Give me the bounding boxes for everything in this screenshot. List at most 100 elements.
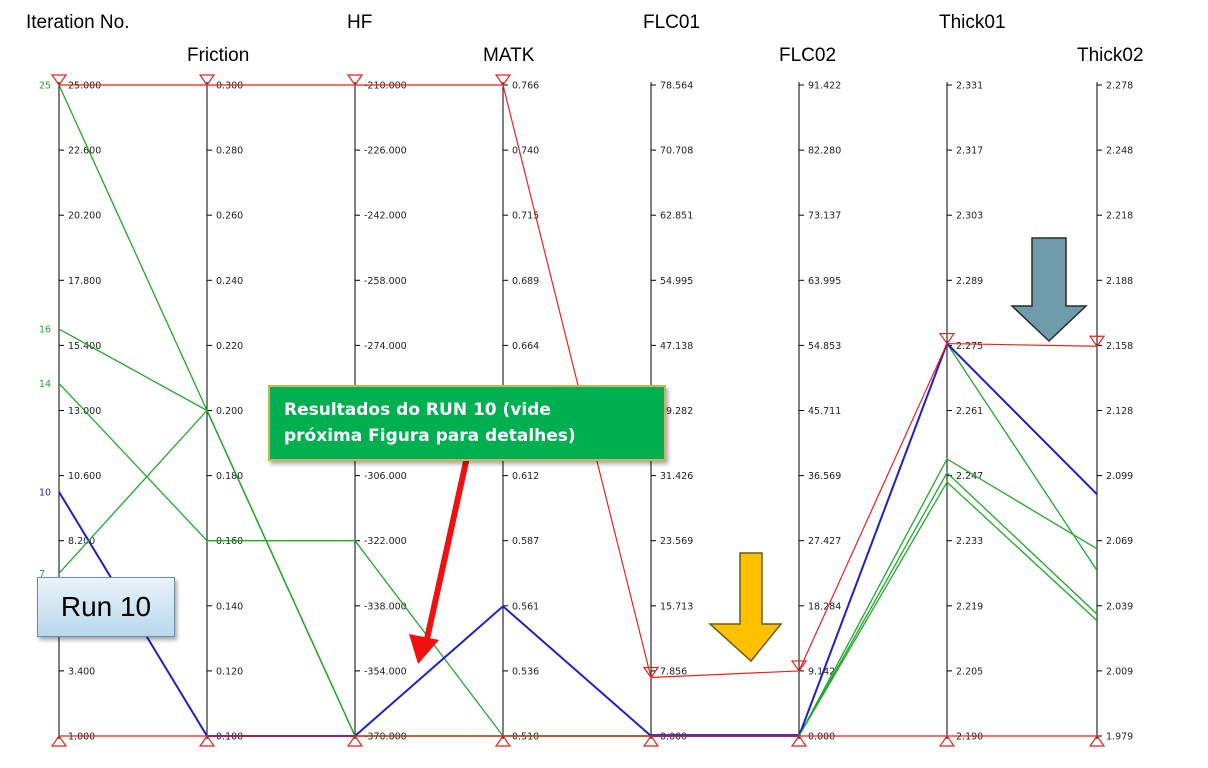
upper-bound-marker [494, 74, 512, 87]
tick-label: -370.000 [364, 732, 407, 743]
tick-label: 0.612 [512, 471, 539, 482]
tick-label: 2.069 [1106, 536, 1133, 547]
upper-bound-line [59, 84, 1098, 679]
iteration-label: 10 [39, 487, 51, 498]
axis-name: Thick01 [939, 12, 1006, 33]
tick-label: 47.138 [660, 341, 693, 352]
tick-label: 3.400 [68, 666, 95, 677]
iteration-label: 7 [39, 569, 45, 580]
tick-label: 18.284 [808, 601, 841, 612]
tick-label: 9.142 [808, 666, 835, 677]
tick-label: 0.200 [216, 406, 243, 417]
tick-label: 2.158 [1106, 341, 1133, 352]
tick-label: 2.039 [1106, 601, 1133, 612]
tick-label: 1.000 [68, 732, 95, 743]
results-callout-line2: próxima Figura para detalhes) [284, 426, 576, 446]
tick-label: 25.000 [68, 81, 101, 92]
tick-label: 82.280 [808, 146, 841, 157]
tick-label: -258.000 [364, 276, 407, 287]
tick-label: 0.280 [216, 146, 243, 157]
lower-bound-marker [198, 734, 216, 747]
upper-bound-marker [50, 74, 68, 87]
tick-label: -226.000 [364, 146, 407, 157]
tick-label: -242.000 [364, 211, 407, 222]
tick-label: 39.282 [660, 406, 693, 417]
tick-label: -354.000 [364, 666, 407, 677]
tick-label: 2.275 [956, 341, 983, 352]
tick-label: 36.569 [808, 471, 841, 482]
upper-bound-marker [346, 74, 364, 87]
tick-label: 2.009 [1106, 666, 1133, 677]
tick-label: 27.427 [808, 536, 841, 547]
tick-label: 45.711 [808, 406, 841, 417]
lower-bound-marker [642, 734, 660, 747]
axes-layer: Iteration No. 25.000 22.600 20.200 17.800 15.… [26, 12, 1144, 743]
tick-label: 2.289 [956, 276, 983, 287]
tick-label: 2.317 [956, 146, 983, 157]
blue-gray-down-arrow [1010, 237, 1088, 343]
tick-label: 2.099 [1106, 471, 1133, 482]
filter-bounds-layer [50, 74, 1106, 747]
tick-label: 0.000 [808, 732, 835, 743]
tick-label: 23.569 [660, 536, 693, 547]
tick-label: 17.800 [68, 276, 101, 287]
tick-label: 0.715 [512, 211, 539, 222]
tick-label: 7.856 [660, 666, 687, 677]
tick-label: 0.160 [216, 536, 243, 547]
iteration-label: 16 [39, 325, 51, 336]
tick-label: 0.561 [512, 601, 539, 612]
tick-label: 2.219 [956, 601, 983, 612]
tick-label: 2.278 [1106, 81, 1133, 92]
axis-name: Iteration No. [26, 12, 130, 33]
tick-label: 2.233 [956, 536, 983, 547]
tick-label: 2.248 [1106, 146, 1133, 157]
results-callout-line1: Resultados do RUN 10 (vide [284, 400, 551, 420]
tick-label: 2.331 [956, 81, 983, 92]
tick-label: 8.200 [68, 536, 95, 547]
upper-bound-marker [938, 332, 956, 345]
tick-label: 2.190 [956, 732, 983, 743]
tick-label: 31.426 [660, 471, 693, 482]
tick-label: 2.218 [1106, 211, 1133, 222]
tick-label: 0.300 [216, 81, 243, 92]
tick-label: 63.995 [808, 276, 841, 287]
tick-label: 0.689 [512, 276, 539, 287]
lower-bound-marker [50, 734, 68, 747]
run-callout: Run 10 [37, 577, 175, 637]
axis-name: HF [347, 12, 372, 33]
tick-label: 0.740 [512, 146, 539, 157]
tick-label: 2.247 [956, 471, 983, 482]
tick-label: -338.000 [364, 601, 407, 612]
tick-label: 73.137 [808, 211, 841, 222]
iteration-label: 25 [39, 81, 51, 92]
tick-label: 2.188 [1106, 276, 1133, 287]
lower-bound-marker [494, 734, 512, 747]
tick-label: 0.180 [216, 471, 243, 482]
upper-bound-marker [198, 74, 216, 87]
tick-label: 2.261 [956, 406, 983, 417]
axis-name: Friction [187, 45, 249, 66]
tick-label: 2.205 [956, 666, 983, 677]
tick-label: 20.200 [68, 211, 101, 222]
tick-label: -322.000 [364, 536, 407, 547]
tick-label: -306.000 [364, 471, 407, 482]
tick-label: 15.400 [68, 341, 101, 352]
tick-label: 0.260 [216, 211, 243, 222]
axis-name: FLC01 [643, 12, 700, 33]
tick-label: 2.303 [956, 211, 983, 222]
tick-label: 15.713 [660, 601, 693, 612]
tick-label: 54.995 [660, 276, 693, 287]
lower-bound-marker [938, 734, 956, 747]
tick-label: 1.979 [1106, 732, 1133, 743]
lower-bound-marker [1088, 734, 1106, 747]
lower-bound-marker [790, 734, 808, 747]
upper-bound-marker [790, 660, 808, 672]
yellow-down-arrow [708, 552, 783, 663]
lower-bound-marker [346, 734, 364, 747]
axis-name: MATK [483, 45, 535, 66]
tick-label: 54.853 [808, 341, 841, 352]
red-pointer-arrow [422, 454, 470, 651]
tick-label: 70.708 [660, 146, 693, 157]
tick-label: 0.536 [512, 666, 539, 677]
